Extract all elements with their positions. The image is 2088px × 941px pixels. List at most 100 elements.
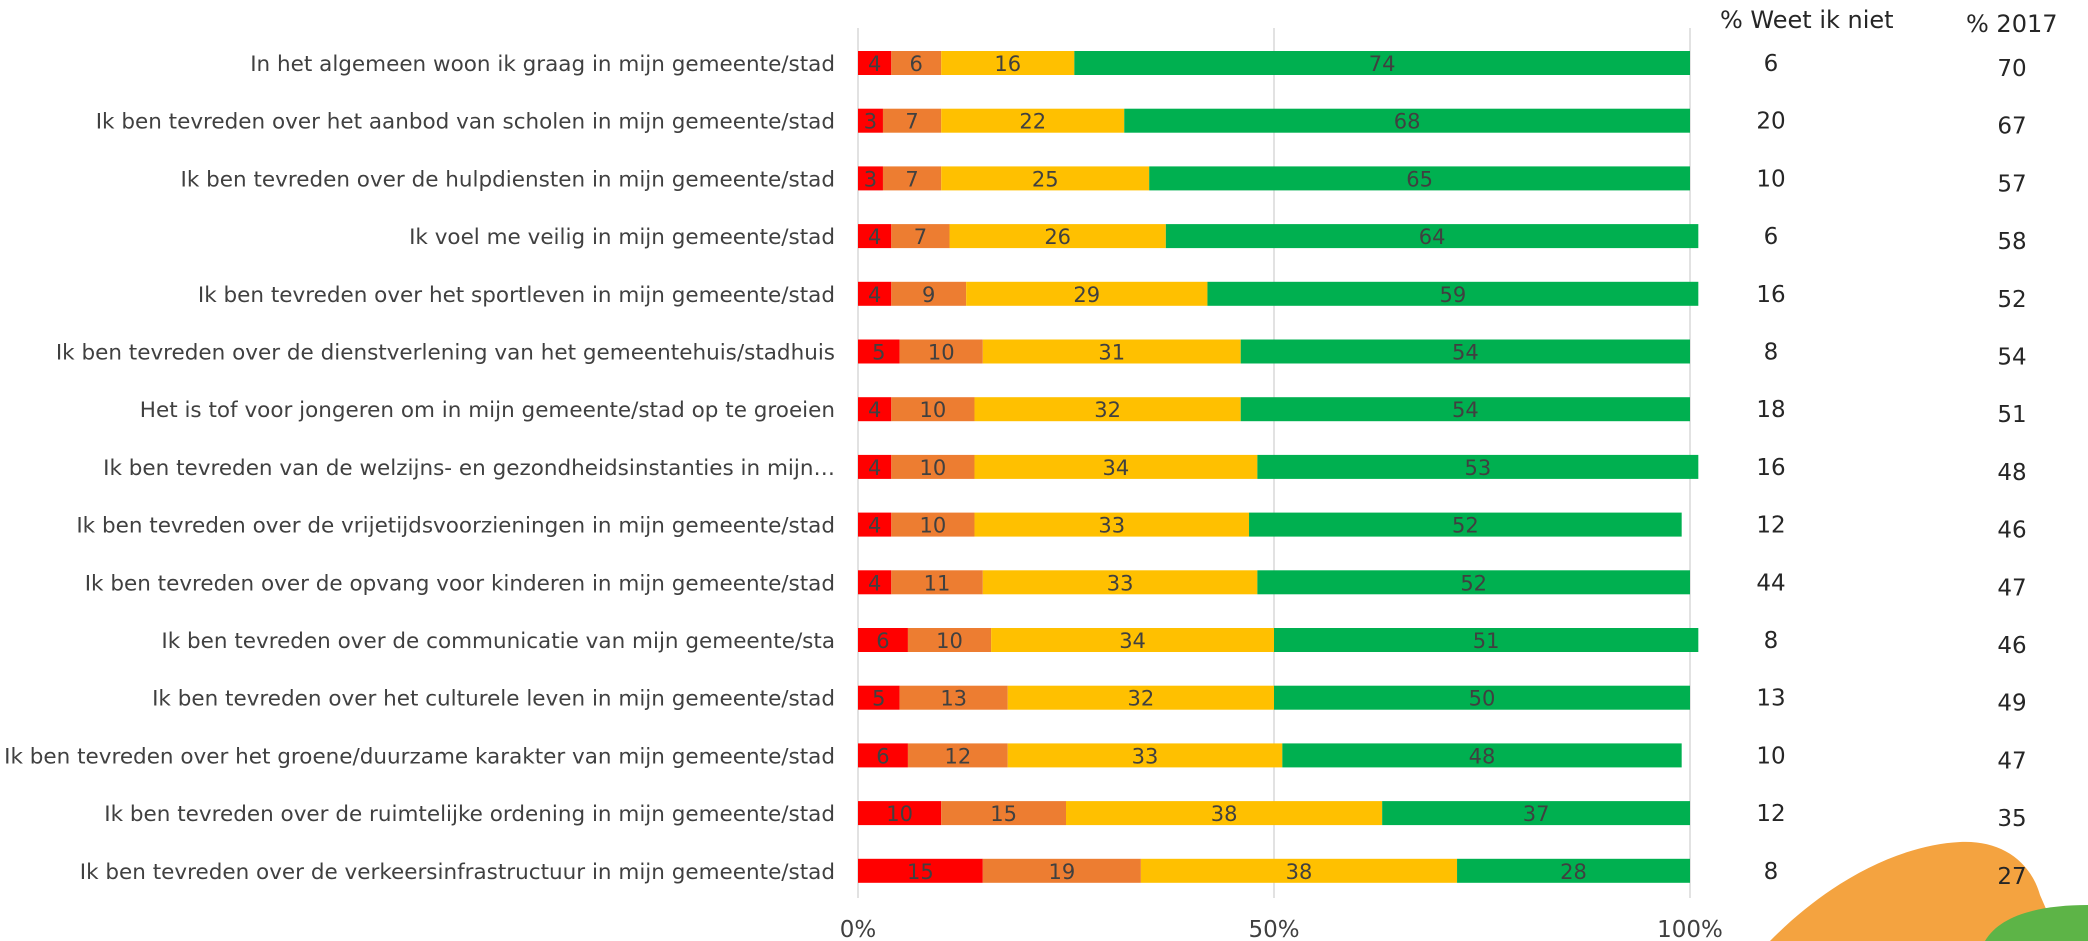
data-label: 33 bbox=[1132, 744, 1159, 768]
bar-segment bbox=[858, 454, 892, 479]
bar-segment bbox=[858, 512, 892, 537]
data-label: 10 bbox=[928, 341, 955, 365]
data-label: 4 bbox=[868, 514, 881, 538]
category-label: Ik ben tevreden over de ruimtelijke orde… bbox=[104, 802, 835, 827]
bar-segment bbox=[858, 397, 892, 422]
value-2017: 35 bbox=[1997, 806, 2026, 832]
bar-segment bbox=[1274, 685, 1690, 710]
weet-ik-niet-value: 8 bbox=[1764, 628, 1779, 654]
x-tick-label: 100% bbox=[1657, 917, 1723, 941]
x-tick-label: 50% bbox=[1248, 917, 1299, 941]
category-label: Ik ben tevreden over het sportleven in m… bbox=[198, 283, 835, 308]
bar-segment bbox=[1007, 685, 1274, 710]
category-label: Ik ben tevreden over de hulpdiensten in … bbox=[181, 167, 835, 192]
data-label: 48 bbox=[1469, 744, 1496, 768]
data-label: 10 bbox=[886, 802, 913, 826]
value-2017: 52 bbox=[1997, 287, 2026, 313]
data-label: 10 bbox=[920, 514, 947, 538]
data-label: 13 bbox=[940, 687, 967, 711]
category-label: Het is tof voor jongeren om in mijn geme… bbox=[140, 398, 835, 423]
value-2017: 57 bbox=[1997, 171, 2026, 197]
bar-segment bbox=[966, 281, 1208, 306]
bar-segment bbox=[1382, 801, 1690, 826]
category-label: Ik ben tevreden over het culturele leven… bbox=[152, 687, 835, 712]
bar-segment bbox=[991, 628, 1274, 652]
bar-segment bbox=[858, 570, 892, 595]
data-label: 4 bbox=[868, 456, 881, 480]
data-label: 31 bbox=[1098, 341, 1125, 365]
data-label: 65 bbox=[1406, 167, 1433, 191]
bar-segment bbox=[1140, 858, 1458, 883]
bar-segment bbox=[974, 454, 1258, 479]
category-label: Ik ben tevreden over de vrijetijdsvoorzi… bbox=[76, 514, 835, 539]
data-label: 6 bbox=[876, 629, 889, 653]
data-label: 64 bbox=[1419, 225, 1446, 249]
data-label: 16 bbox=[994, 52, 1021, 76]
data-label: 28 bbox=[1560, 860, 1587, 884]
value-2017: 46 bbox=[1997, 633, 2026, 659]
weet-ik-niet-value: 16 bbox=[1756, 455, 1785, 481]
category-label: In het algemeen woon ik graag in mijn ge… bbox=[250, 52, 835, 77]
bar-segment bbox=[858, 281, 892, 306]
value-2017: 58 bbox=[1997, 229, 2026, 255]
bar-segment bbox=[858, 685, 900, 710]
data-label: 7 bbox=[914, 225, 927, 249]
data-label: 5 bbox=[872, 341, 885, 365]
data-label: 3 bbox=[864, 167, 877, 191]
data-label: 38 bbox=[1211, 802, 1238, 826]
data-label: 26 bbox=[1044, 225, 1071, 249]
data-label: 50 bbox=[1469, 687, 1496, 711]
weet-ik-niet-value: 12 bbox=[1756, 513, 1785, 539]
data-label: 54 bbox=[1452, 341, 1479, 365]
data-label: 32 bbox=[1128, 687, 1155, 711]
weet-ik-niet-value: 6 bbox=[1764, 224, 1779, 250]
data-label: 25 bbox=[1032, 167, 1059, 191]
bar-segment bbox=[941, 108, 1125, 133]
bar-segment bbox=[1165, 224, 1699, 249]
data-label: 53 bbox=[1464, 456, 1491, 480]
data-label: 68 bbox=[1394, 110, 1421, 134]
data-label: 19 bbox=[1048, 860, 1075, 884]
data-label: 11 bbox=[924, 571, 951, 595]
data-label: 74 bbox=[1369, 52, 1396, 76]
weet-ik-niet-value: 16 bbox=[1756, 282, 1785, 308]
logo-swoosh-green bbox=[1985, 905, 2088, 941]
bar-segment bbox=[891, 397, 975, 422]
data-label: 54 bbox=[1452, 398, 1479, 422]
category-label: Ik ben tevreden over het aanbod van scho… bbox=[96, 110, 835, 135]
bar-segment bbox=[858, 166, 883, 191]
bar-segment bbox=[858, 339, 900, 364]
weet-ik-niet-value: 8 bbox=[1764, 859, 1779, 885]
x-tick-label: 0% bbox=[840, 917, 877, 941]
data-label: 37 bbox=[1523, 802, 1550, 826]
header-weet-ik-niet: % Weet ik niet bbox=[1720, 6, 1894, 34]
bar-segment bbox=[891, 281, 967, 306]
value-2017: 47 bbox=[1997, 748, 2026, 774]
bar-segment bbox=[949, 224, 1166, 249]
category-label: Ik ben tevreden over de verkeersinfrastr… bbox=[80, 860, 835, 885]
bar-segment bbox=[858, 801, 942, 826]
data-label: 5 bbox=[872, 687, 885, 711]
data-label: 33 bbox=[1098, 514, 1125, 538]
bar-segment bbox=[974, 512, 1250, 537]
category-label: Ik ben tevreden over de communicatie van… bbox=[161, 629, 835, 654]
weet-ik-niet-value: 8 bbox=[1764, 340, 1779, 366]
category-label: Ik ben tevreden over de dienstverlening … bbox=[56, 341, 835, 366]
bar-segment bbox=[858, 51, 892, 75]
value-2017: 46 bbox=[1997, 518, 2026, 544]
bar-segment bbox=[891, 570, 983, 595]
data-label: 32 bbox=[1094, 398, 1121, 422]
data-label: 4 bbox=[868, 225, 881, 249]
bar-segment bbox=[1066, 801, 1383, 826]
bar-segment bbox=[974, 397, 1241, 422]
bar-segment bbox=[982, 339, 1241, 364]
data-label: 6 bbox=[876, 744, 889, 768]
data-label: 52 bbox=[1452, 514, 1479, 538]
bar-segment bbox=[891, 51, 942, 75]
data-label: 6 bbox=[910, 52, 923, 76]
bar-segment bbox=[1207, 281, 1699, 306]
bar-segment bbox=[858, 858, 983, 883]
logo-swoosh-orange bbox=[1770, 841, 2060, 941]
value-2017: 51 bbox=[1997, 402, 2026, 428]
